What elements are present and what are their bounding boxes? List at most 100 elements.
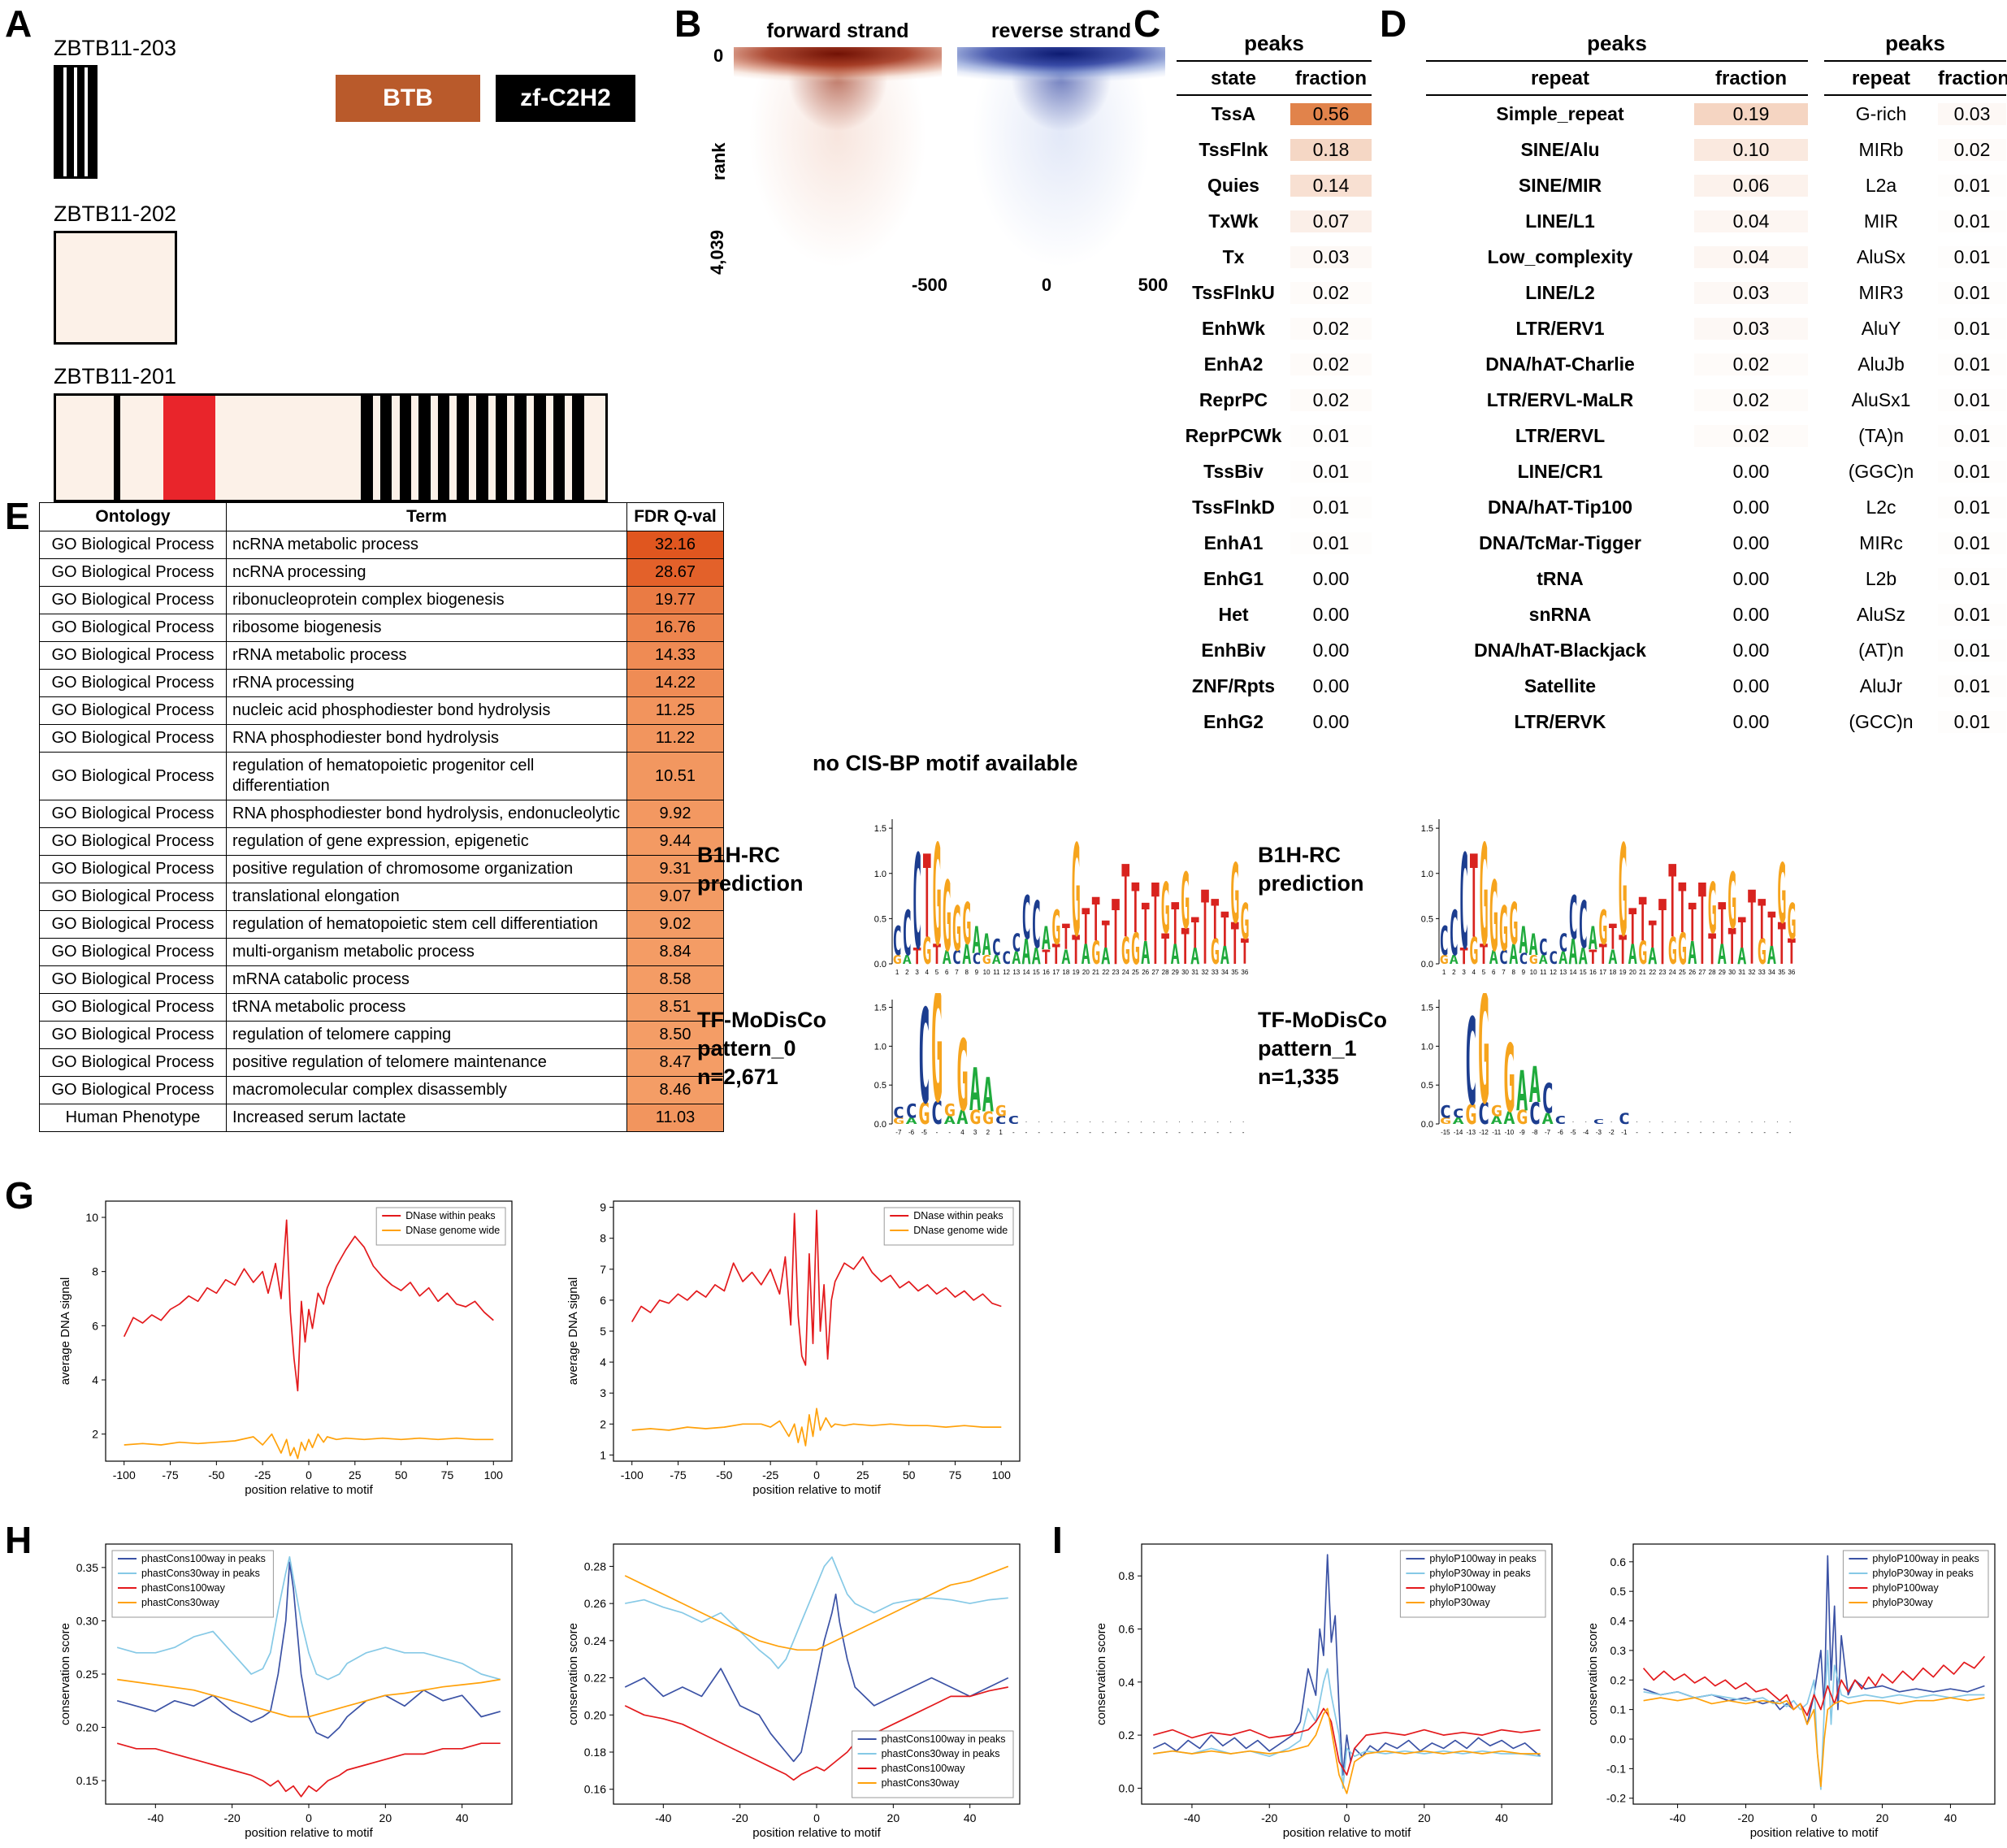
phastcons-chart-right: -40 -20 0 20 40 0.16 0.18 0.20 0.22 0.24 0.26 0.28 p… — [565, 1536, 1028, 1847]
svg-text:-6: -6 — [908, 1129, 915, 1136]
svg-text:.: . — [1089, 1116, 1091, 1124]
svg-text:0.8: 0.8 — [1119, 1569, 1135, 1582]
term-cell: mRNA catabolic process — [226, 965, 627, 995]
ontology-cell: GO Biological Process — [39, 531, 227, 560]
row-label: MIRc — [1859, 531, 1903, 553]
svg-text:T: T — [1678, 870, 1687, 949]
svg-text:4: 4 — [600, 1356, 606, 1369]
row-label: SINE/MIR — [1518, 174, 1602, 196]
svg-text:0.22: 0.22 — [584, 1672, 606, 1685]
svg-text:C: C — [1478, 1097, 1490, 1132]
table-row: GO Biological Process macromolecular comp… — [39, 1076, 724, 1105]
row-fraction: 0.00 — [1290, 675, 1372, 697]
svg-text:A: A — [1101, 943, 1110, 970]
svg-text:9: 9 — [1522, 969, 1526, 976]
svg-text:33: 33 — [1212, 969, 1219, 976]
term-cell: regulation of telomere capping — [226, 1021, 627, 1050]
svg-text:-75: -75 — [670, 1468, 686, 1481]
b1h-label-left: B1H-RC prediction — [697, 843, 804, 896]
table-header: repeat fraction — [1426, 62, 1808, 96]
svg-text:C: C — [1619, 1111, 1631, 1128]
svg-text:0: 0 — [1811, 1811, 1818, 1824]
svg-text:4: 4 — [925, 969, 930, 976]
term-cell: rRNA processing — [226, 669, 627, 698]
ontology-cell: GO Biological Process — [39, 669, 227, 698]
row-fraction: 0.00 — [1290, 603, 1372, 626]
row-label: tRNA — [1537, 567, 1584, 589]
column-header: Term — [226, 501, 627, 532]
ontology-cell: Human Phenotype — [39, 1104, 227, 1133]
row-fraction: 0.06 — [1694, 174, 1808, 197]
svg-text:G: G — [1121, 931, 1130, 973]
svg-text:position relative to motif: position relative to motif — [752, 1483, 881, 1497]
table-row: AluSz 0.01 — [1824, 596, 2006, 632]
svg-text:-: - — [1077, 1129, 1079, 1136]
svg-text:position relative to motif: position relative to motif — [1750, 1826, 1879, 1840]
row-fraction: 0.01 — [1938, 353, 2006, 375]
row-fraction: 0.01 — [1938, 639, 2006, 662]
svg-text:0.0: 0.0 — [1421, 960, 1433, 970]
svg-text:G: G — [943, 1101, 956, 1121]
svg-text:A: A — [1589, 920, 1597, 957]
table-row: snRNA 0.00 — [1426, 596, 1808, 632]
svg-text:35: 35 — [1778, 969, 1785, 976]
svg-text:15: 15 — [1033, 969, 1040, 976]
svg-text:0: 0 — [306, 1811, 312, 1824]
svg-text:31: 31 — [1738, 969, 1745, 976]
svg-text:C: C — [1529, 1097, 1541, 1132]
isoform-zbtb11-203-domains — [54, 65, 98, 179]
svg-text:21: 21 — [1092, 969, 1099, 976]
row-label: Low_complexity — [1487, 245, 1633, 267]
row-fraction: 0.00 — [1694, 496, 1808, 518]
fdr-cell: 11.03 — [626, 1104, 724, 1133]
row-label: AluJb — [1857, 353, 1905, 375]
svg-text:-5: -5 — [921, 1129, 928, 1136]
svg-text:29: 29 — [1719, 969, 1726, 976]
svg-text:position relative to motif: position relative to motif — [752, 1826, 881, 1840]
svg-text:G: G — [892, 953, 901, 968]
svg-text:C: C — [972, 951, 981, 968]
svg-text:36: 36 — [1788, 969, 1795, 976]
zf-c2h2-domain — [476, 396, 488, 500]
svg-text:0.4: 0.4 — [1610, 1615, 1627, 1628]
row-fraction: 0.01 — [1938, 281, 2006, 304]
row-label: (AT)n — [1858, 639, 1904, 661]
row-label: LTR/ERVL — [1515, 424, 1606, 446]
zf-c2h2-domain — [361, 396, 373, 500]
svg-text:4: 4 — [960, 1129, 964, 1136]
table-row: ReprPC 0.02 — [1177, 382, 1372, 418]
row-label: Het — [1218, 603, 1249, 625]
svg-text:26: 26 — [1688, 969, 1696, 976]
column-header: fraction — [1938, 67, 2007, 89]
svg-text:conservation score: conservation score — [566, 1623, 580, 1725]
fdr-cell: 8.47 — [626, 1048, 724, 1078]
svg-text:A: A — [1042, 920, 1051, 957]
svg-text:.: . — [1051, 1116, 1053, 1124]
svg-text:32: 32 — [1749, 969, 1756, 976]
svg-text:-12: -12 — [1479, 1129, 1489, 1136]
svg-text:A: A — [1082, 939, 1090, 970]
svg-text:-: - — [1115, 1129, 1117, 1136]
row-label: TssFlnkD — [1192, 496, 1275, 518]
table-row: L2b 0.01 — [1824, 561, 2006, 596]
row-fraction: 0.00 — [1290, 710, 1372, 733]
svg-text:G: G — [1091, 935, 1100, 972]
svg-text:10: 10 — [1530, 969, 1537, 976]
column-header: fraction — [1714, 67, 1787, 89]
svg-text:5: 5 — [600, 1325, 606, 1338]
svg-text:A: A — [1568, 931, 1577, 973]
svg-text:A: A — [1519, 920, 1528, 962]
table-row: DNA/hAT-Tip100 0.00 — [1426, 489, 1808, 525]
ontology-cell: GO Biological Process — [39, 724, 227, 753]
row-fraction: 0.01 — [1938, 245, 2006, 268]
svg-text:.: . — [1725, 1116, 1727, 1124]
svg-text:DNase within peaks: DNase within peaks — [913, 1210, 1003, 1221]
row-fraction: 0.02 — [1290, 317, 1372, 340]
svg-text:-3: -3 — [1596, 1129, 1602, 1136]
svg-text:0.0: 0.0 — [1119, 1781, 1135, 1794]
svg-text:A: A — [1628, 939, 1637, 970]
svg-text:-20: -20 — [1737, 1811, 1753, 1824]
row-fraction: 0.03 — [1938, 102, 2006, 125]
svg-text:G: G — [922, 931, 931, 973]
b1h-label-right: B1H-RC prediction — [1258, 843, 1364, 896]
